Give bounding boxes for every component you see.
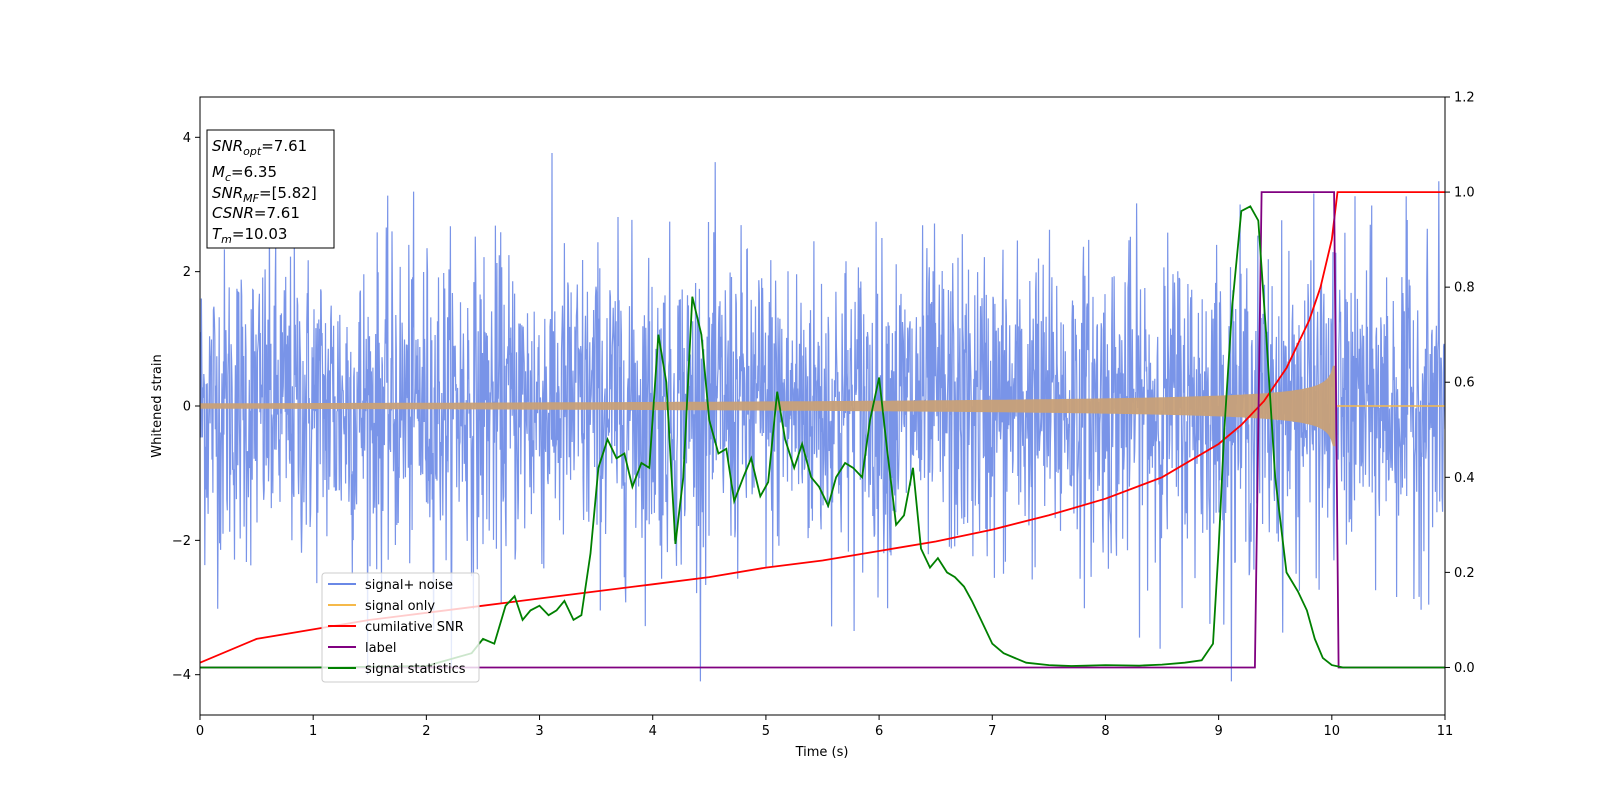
x-tick-label: 8: [1101, 724, 1109, 739]
info-tm-base: T: [212, 225, 223, 243]
info-tm: Tm=10.03: [212, 225, 287, 246]
y-left-tick-label: 0: [183, 400, 191, 415]
y-right-tick-label: 0.4: [1454, 471, 1475, 486]
series-signal-noise: [200, 152, 1445, 682]
legend-label-cumulative-snr: cumilative SNR: [365, 620, 464, 635]
info-snr-opt-sub: opt: [243, 145, 262, 158]
legend-label-signal-statistics: signal statistics: [365, 662, 466, 677]
legend-label-signal-noise: signal+ noise: [365, 578, 453, 593]
x-tick-label: 11: [1437, 724, 1454, 739]
series-signal-statistics: [200, 205, 1445, 669]
x-tick-label: 9: [1214, 724, 1222, 739]
x-tick-label: 4: [649, 724, 657, 739]
y-left-tick-label: −4: [172, 668, 191, 683]
info-snr-mf-sub: MF: [243, 192, 259, 205]
y-left-tick-label: 2: [183, 265, 191, 280]
info-box-frame: [206, 129, 335, 249]
y-axis-label-left: Whitened strain: [150, 354, 165, 457]
y-left-tick-label: −2: [172, 534, 191, 549]
info-csnr-base: CSNR: [212, 204, 254, 222]
y-right-tick-label: 0.0: [1454, 661, 1475, 676]
x-tick-label: 5: [762, 724, 770, 739]
info-snr-opt: SNRopt=7.61: [212, 137, 307, 158]
y-left-tick-label: 4: [183, 131, 191, 146]
legend-label-label: label: [365, 641, 396, 656]
info-snr-opt-value: =7.61: [261, 137, 307, 155]
y-right-tick-label: 0.2: [1454, 566, 1475, 581]
tick-layer: 0 1 2 3 4 5 6 7 8 9 10 11 −4 −2 0 2 4 0.0 0.2 0.4 0.6 0.8 1.0 1…: [172, 91, 1475, 740]
x-tick-label: 6: [875, 724, 883, 739]
legend-label-signal-only: signal only: [365, 599, 435, 614]
x-tick-label: 3: [535, 724, 543, 739]
y-right-tick-label: 1.2: [1454, 91, 1475, 106]
info-snr-mf: SNRMF=[5.82]: [212, 184, 317, 205]
x-tick-label: 0: [196, 724, 204, 739]
series-signal-only-envelope: [200, 365, 1336, 447]
y-right-tick-label: 1.0: [1454, 186, 1475, 201]
info-snr-mf-base: SNR: [212, 184, 243, 202]
info-csnr: CSNR=7.61: [212, 204, 300, 222]
info-csnr-value: =7.61: [254, 204, 300, 222]
info-mc: Mc=6.35: [212, 163, 277, 184]
info-box: SNRopt=7.61 Mc=6.35 SNRMF=[5.82] CSNR=7.…: [206, 129, 335, 249]
info-tm-value: =10.03: [232, 225, 288, 243]
legend-frame: [321, 572, 480, 683]
y-right-tick-label: 0.8: [1454, 281, 1475, 296]
legend: signal+ noise signal only cumilative SNR…: [321, 572, 480, 683]
info-snr-mf-value: =[5.82]: [259, 184, 317, 202]
x-tick-label: 1: [309, 724, 317, 739]
info-mc-sub: c: [225, 171, 231, 184]
y-right-tick-label: 0.6: [1454, 376, 1475, 391]
info-mc-base: M: [212, 163, 225, 181]
info-mc-value: =6.35: [231, 163, 277, 181]
x-tick-label: 7: [988, 724, 996, 739]
info-tm-sub: m: [221, 233, 232, 246]
info-snr-opt-base: SNR: [212, 137, 243, 155]
x-tick-label: 10: [1324, 724, 1341, 739]
x-tick-label: 2: [422, 724, 430, 739]
x-axis-label: Time (s): [795, 745, 849, 760]
